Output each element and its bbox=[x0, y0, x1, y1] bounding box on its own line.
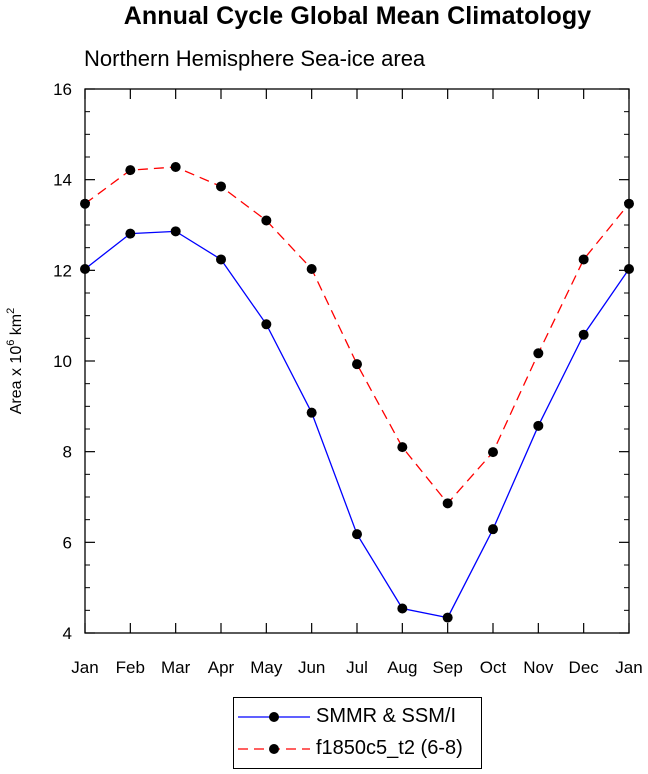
data-point-s0-3 bbox=[216, 254, 226, 265]
data-point-s1-10 bbox=[533, 348, 544, 359]
x-tick-labels: Jan Feb Mar Apr May Jun Jul Aug Sep Oct Nov Dec Jan bbox=[71, 658, 642, 677]
data-point-s1-7 bbox=[397, 442, 408, 453]
series-line-1 bbox=[84, 166, 630, 505]
data-point-s0-0 bbox=[80, 263, 90, 274]
data-point-s0-4 bbox=[261, 319, 272, 330]
legend-label-smmr: SMMR & SSM/I bbox=[316, 705, 457, 727]
x-tick-label-jan: Jan bbox=[71, 658, 98, 677]
data-point-s0-9 bbox=[488, 524, 498, 535]
y-tick-label: 12 bbox=[53, 261, 72, 280]
y-tick-label: 6 bbox=[63, 533, 72, 552]
plot-frame bbox=[84, 88, 630, 634]
data-point-s1-11 bbox=[578, 254, 589, 265]
legend-swatch-smmr bbox=[238, 712, 310, 722]
data-point-s1-2 bbox=[170, 161, 181, 172]
legend-label-f1850: f1850c5_t2 (6-8) bbox=[316, 737, 463, 759]
data-point-s1-3 bbox=[216, 181, 226, 192]
data-point-s0-7 bbox=[397, 603, 408, 614]
y-tick-labels: 4 6 8 10 12 14 16 bbox=[53, 80, 72, 643]
data-point-s1-6 bbox=[352, 359, 362, 370]
data-point-s0-5 bbox=[306, 407, 317, 418]
data-point-s0-8 bbox=[442, 612, 453, 623]
data-point-s1-1 bbox=[125, 165, 136, 176]
y-tick-label: 16 bbox=[53, 80, 72, 99]
x-tick-label-apr: Apr bbox=[208, 658, 235, 677]
data-point-s0-6 bbox=[352, 529, 362, 540]
data-point-s0-10 bbox=[533, 420, 544, 431]
data-point-s1-4 bbox=[261, 215, 272, 226]
legend-item-f1850: f1850c5_t2 (6-8) bbox=[234, 734, 481, 764]
data-point-s0-12 bbox=[624, 263, 634, 274]
chart-plot: 4 6 8 10 12 14 16 Jan Feb Mar Apr May Jun Jul Aug Sep O… bbox=[5, 80, 643, 677]
legend-item-smmr: SMMR & SSM/I bbox=[234, 702, 481, 732]
y-tick-label: 8 bbox=[63, 443, 72, 462]
chart-title: Annual Cycle Global Mean Climatology bbox=[123, 2, 592, 30]
series-line-0 bbox=[84, 230, 630, 619]
x-tick-label-jan: Jan bbox=[615, 658, 642, 677]
x-tick-label-feb: Feb bbox=[116, 658, 145, 677]
data-point-s0-2 bbox=[170, 226, 181, 237]
data-point-s1-0 bbox=[80, 198, 90, 209]
major-ticks bbox=[84, 88, 630, 634]
x-tick-label-dec: Dec bbox=[569, 658, 600, 677]
legend-swatch-f1850 bbox=[238, 744, 310, 754]
data-point-s1-5 bbox=[306, 263, 317, 274]
data-point-s0-1 bbox=[125, 228, 136, 239]
x-tick-label-nov: Nov bbox=[523, 658, 554, 677]
x-tick-label-oct: Oct bbox=[480, 658, 507, 677]
x-tick-label-aug: Aug bbox=[387, 658, 417, 677]
y-tick-label: 14 bbox=[53, 171, 72, 190]
data-point-s1-12 bbox=[624, 198, 634, 209]
data-point-s1-8 bbox=[442, 498, 453, 509]
x-tick-label-jun: Jun bbox=[298, 658, 325, 677]
y-tick-label: 4 bbox=[63, 624, 72, 643]
x-tick-label-may: May bbox=[250, 658, 283, 677]
y-axis-label: Area x 106 km2 bbox=[5, 308, 25, 415]
x-tick-label-mar: Mar bbox=[161, 658, 191, 677]
data-point-s0-11 bbox=[578, 329, 589, 340]
data-point-s1-9 bbox=[488, 447, 498, 458]
legend: SMMR & SSM/I f1850c5_t2 (6-8) bbox=[233, 697, 482, 769]
y-tick-label: 10 bbox=[53, 352, 72, 371]
series-layer bbox=[80, 161, 634, 623]
minor-ticks bbox=[85, 111, 629, 611]
chart-subtitle: Northern Hemisphere Sea-ice area bbox=[84, 46, 426, 71]
x-tick-label-sep: Sep bbox=[433, 658, 463, 677]
x-tick-label-jul: Jul bbox=[346, 658, 368, 677]
